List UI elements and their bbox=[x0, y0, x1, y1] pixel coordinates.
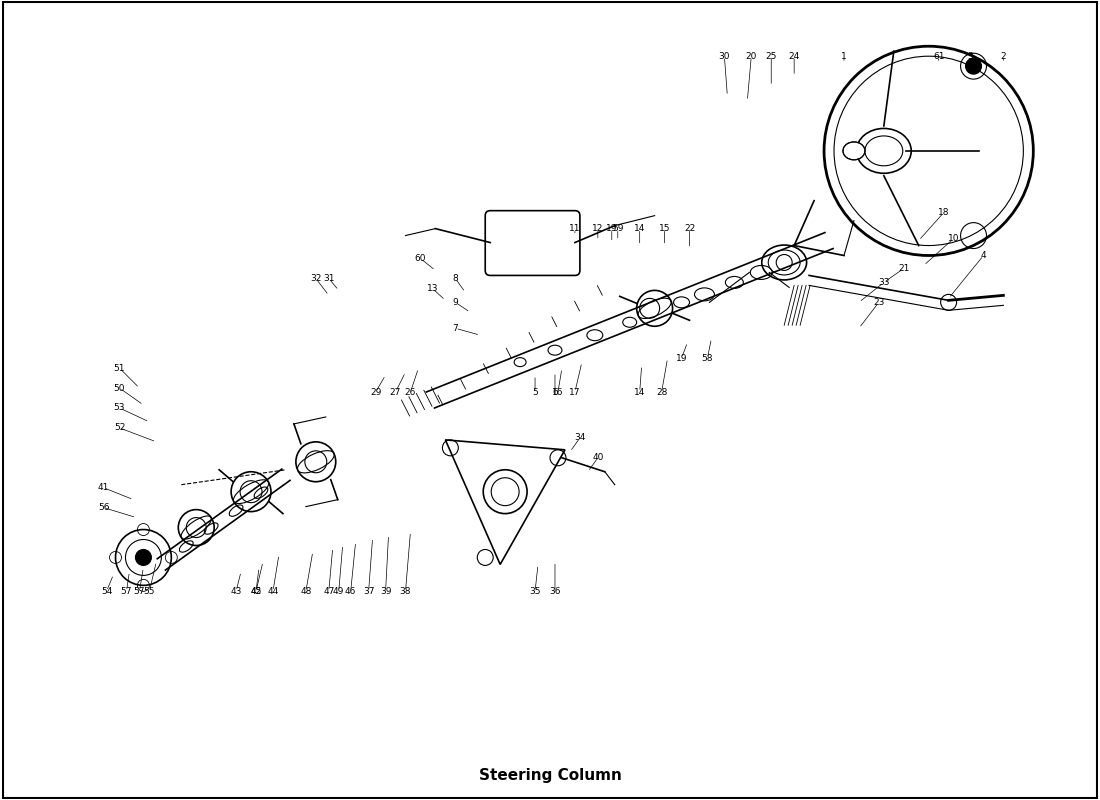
Text: 58: 58 bbox=[702, 354, 713, 362]
Text: 41: 41 bbox=[98, 483, 109, 492]
Text: 45: 45 bbox=[251, 587, 262, 596]
Text: 37: 37 bbox=[363, 587, 374, 596]
Text: 7: 7 bbox=[452, 324, 459, 333]
Text: 26: 26 bbox=[405, 387, 416, 397]
Text: 20: 20 bbox=[746, 52, 757, 61]
Text: 57: 57 bbox=[134, 587, 145, 596]
Text: 59: 59 bbox=[612, 224, 624, 233]
Text: 60: 60 bbox=[415, 254, 426, 263]
Text: 9: 9 bbox=[452, 298, 459, 307]
Text: 34: 34 bbox=[574, 434, 585, 442]
Text: 24: 24 bbox=[789, 52, 800, 61]
Text: 57: 57 bbox=[121, 587, 132, 596]
Ellipse shape bbox=[843, 142, 865, 160]
Text: 33: 33 bbox=[878, 278, 890, 287]
Text: 35: 35 bbox=[529, 587, 541, 596]
Text: 12: 12 bbox=[592, 224, 604, 233]
Text: Steering Column: Steering Column bbox=[478, 768, 622, 782]
Circle shape bbox=[135, 550, 152, 566]
Text: 22: 22 bbox=[684, 224, 695, 233]
Text: 28: 28 bbox=[656, 387, 668, 397]
Text: 8: 8 bbox=[452, 274, 459, 283]
Text: 14: 14 bbox=[634, 224, 646, 233]
Text: 1: 1 bbox=[842, 52, 847, 61]
Text: 29: 29 bbox=[370, 387, 382, 397]
Text: 38: 38 bbox=[399, 587, 411, 596]
Text: 44: 44 bbox=[267, 587, 278, 596]
Text: 13: 13 bbox=[427, 284, 438, 293]
Text: 3: 3 bbox=[968, 52, 974, 61]
Text: 32: 32 bbox=[310, 274, 321, 283]
FancyBboxPatch shape bbox=[485, 210, 580, 275]
Text: 27: 27 bbox=[389, 387, 402, 397]
Text: 2: 2 bbox=[1001, 52, 1006, 61]
Text: 31: 31 bbox=[323, 274, 334, 283]
Text: 25: 25 bbox=[766, 52, 777, 61]
Text: 46: 46 bbox=[345, 587, 356, 596]
Polygon shape bbox=[446, 440, 565, 565]
Text: 19: 19 bbox=[606, 224, 617, 233]
Text: 4: 4 bbox=[981, 251, 987, 260]
Text: 55: 55 bbox=[144, 587, 155, 596]
Text: 11: 11 bbox=[569, 224, 581, 233]
Text: 5: 5 bbox=[532, 387, 538, 397]
Text: 52: 52 bbox=[113, 423, 125, 433]
Text: 15: 15 bbox=[659, 224, 670, 233]
Text: 6: 6 bbox=[552, 387, 558, 397]
Text: 36: 36 bbox=[549, 587, 561, 596]
Text: 43: 43 bbox=[230, 587, 242, 596]
Text: 53: 53 bbox=[113, 403, 125, 413]
Text: 39: 39 bbox=[379, 587, 392, 596]
Circle shape bbox=[966, 58, 981, 74]
Text: 54: 54 bbox=[101, 587, 112, 596]
Text: 14: 14 bbox=[634, 387, 646, 397]
Text: 18: 18 bbox=[938, 208, 949, 217]
Text: 10: 10 bbox=[948, 234, 959, 243]
Text: 50: 50 bbox=[113, 383, 125, 393]
Text: 61: 61 bbox=[933, 52, 945, 61]
Text: 47: 47 bbox=[323, 587, 334, 596]
Text: 17: 17 bbox=[569, 387, 581, 397]
Text: 56: 56 bbox=[98, 503, 109, 512]
Text: 42: 42 bbox=[251, 587, 262, 596]
Text: 40: 40 bbox=[592, 454, 604, 462]
Text: 16: 16 bbox=[552, 387, 563, 397]
Text: 23: 23 bbox=[873, 298, 884, 307]
Text: 19: 19 bbox=[675, 354, 688, 362]
Text: 21: 21 bbox=[898, 264, 910, 273]
Text: 51: 51 bbox=[113, 364, 125, 373]
Text: 48: 48 bbox=[300, 587, 311, 596]
Text: 30: 30 bbox=[718, 52, 730, 61]
Text: 49: 49 bbox=[333, 587, 344, 596]
